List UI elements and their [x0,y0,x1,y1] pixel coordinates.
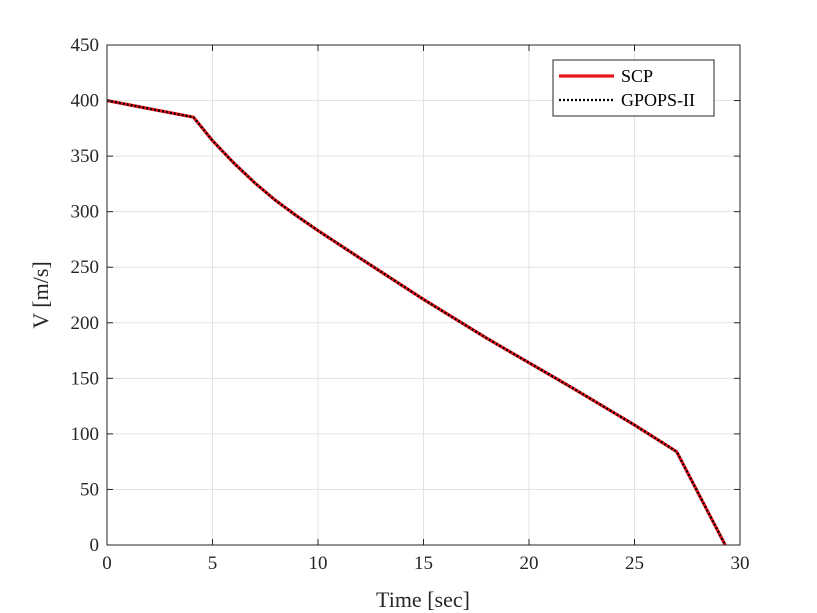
x-tick-label: 10 [309,553,328,574]
x-tick-label: 20 [520,553,539,574]
x-tick-label: 30 [731,553,750,574]
y-tick-label: 100 [71,424,100,445]
y-tick-label: 150 [71,368,100,389]
x-tick-label: 5 [208,553,218,574]
y-tick-label: 350 [71,146,100,167]
legend-entry: GPOPS-II [621,90,695,110]
legend-box [552,59,715,117]
y-tick-label: 0 [90,535,100,556]
y-tick-label: 250 [71,257,100,278]
y-axis-label: V [m/s] [28,261,53,328]
y-tick-label: 300 [71,202,100,223]
series-layer [106,99,727,546]
legend-entry: SCP [621,66,653,86]
x-axis-label: Time [sec] [376,587,470,612]
x-tick-label: 0 [102,553,112,574]
y-tick-label: 50 [80,479,99,500]
y-tick-label: 200 [71,313,100,334]
y-tick-label: 400 [71,91,100,112]
legend: SCP GPOPS-II [552,59,715,117]
series-line-gpops-ii [106,99,727,546]
tick-marks [106,44,741,546]
x-tick-label: 15 [414,553,433,574]
x-tick-label: 25 [625,553,644,574]
y-tick-label: 450 [71,35,100,56]
